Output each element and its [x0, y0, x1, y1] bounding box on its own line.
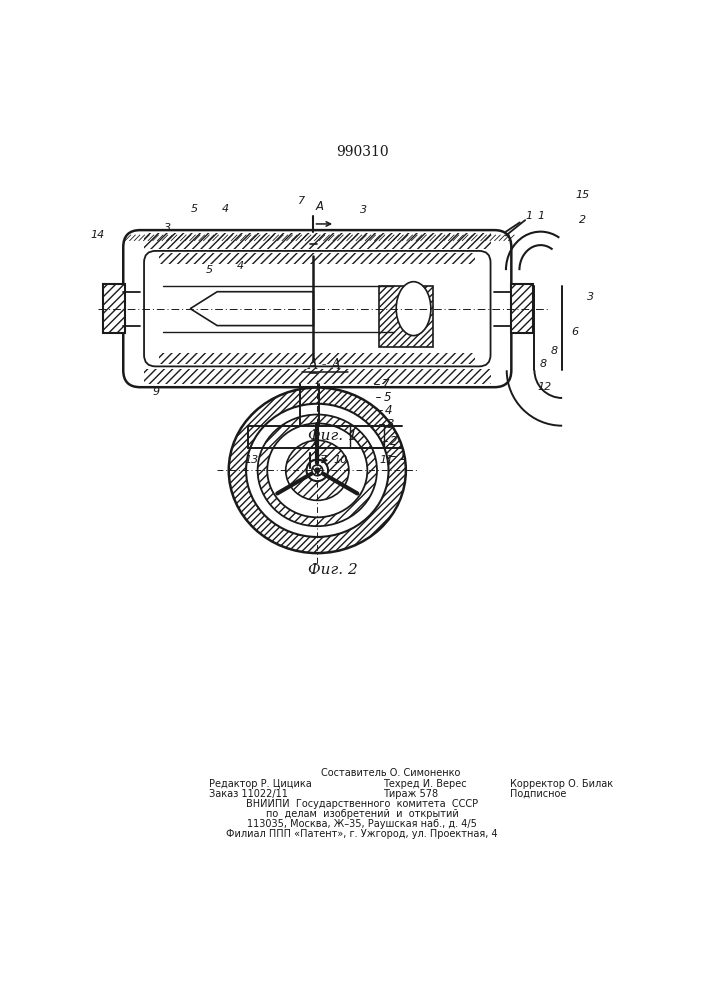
- Text: 3: 3: [360, 205, 367, 215]
- FancyBboxPatch shape: [144, 233, 491, 249]
- Text: 5: 5: [383, 391, 391, 404]
- FancyBboxPatch shape: [123, 230, 511, 387]
- Text: 7: 7: [298, 196, 305, 206]
- Text: А - А: А - А: [308, 358, 342, 372]
- Text: по  делам  изобретений  и  открытий: по делам изобретений и открытий: [266, 809, 458, 819]
- Text: 6: 6: [572, 327, 579, 337]
- Text: 4: 4: [221, 204, 228, 214]
- Text: Техред И. Верес: Техред И. Верес: [382, 779, 467, 789]
- Text: 1: 1: [398, 450, 406, 463]
- Circle shape: [315, 468, 320, 473]
- Text: 12: 12: [537, 382, 551, 392]
- Text: 13: 13: [245, 455, 259, 465]
- Text: 5: 5: [206, 265, 213, 275]
- Text: А: А: [312, 437, 320, 450]
- Text: 10: 10: [333, 455, 348, 465]
- Circle shape: [312, 465, 322, 476]
- Text: ВНИИПИ  Государственного  комитета  СССР: ВНИИПИ Государственного комитета СССР: [246, 799, 478, 809]
- Text: Заказ 11022/11: Заказ 11022/11: [209, 789, 288, 799]
- Text: Фиг. 1: Фиг. 1: [308, 429, 358, 443]
- Ellipse shape: [351, 424, 385, 450]
- FancyBboxPatch shape: [144, 369, 491, 384]
- FancyBboxPatch shape: [160, 253, 475, 264]
- Text: 14: 14: [90, 231, 105, 240]
- Text: 990310: 990310: [336, 145, 388, 159]
- Text: Фиг. 2: Фиг. 2: [308, 563, 358, 577]
- Text: 7: 7: [320, 455, 327, 465]
- Ellipse shape: [286, 440, 349, 500]
- Text: 15: 15: [575, 190, 590, 200]
- Text: Подписное: Подписное: [510, 789, 566, 799]
- Bar: [511, 284, 533, 333]
- Bar: [379, 286, 433, 347]
- Text: 4: 4: [385, 404, 392, 417]
- Ellipse shape: [396, 282, 431, 336]
- Text: Тираж 578: Тираж 578: [382, 789, 438, 799]
- Text: 11: 11: [380, 455, 394, 465]
- Text: Редактор Р. Цицика: Редактор Р. Цицика: [209, 779, 312, 789]
- Text: 1: 1: [537, 211, 544, 221]
- Text: 3: 3: [587, 292, 594, 302]
- Text: 1: 1: [525, 211, 532, 221]
- Text: А: А: [315, 200, 324, 213]
- Circle shape: [307, 460, 328, 481]
- Text: Филиал ППП «Патент», г. Ужгород, ул. Проектная, 4: Филиал ППП «Патент», г. Ужгород, ул. Про…: [226, 829, 498, 839]
- Bar: [103, 284, 125, 333]
- Ellipse shape: [267, 423, 368, 517]
- Text: 2: 2: [579, 215, 587, 225]
- FancyBboxPatch shape: [160, 353, 475, 364]
- Text: 2: 2: [390, 435, 398, 448]
- Text: Корректор О. Билак: Корректор О. Билак: [510, 779, 613, 789]
- Text: 3: 3: [163, 223, 170, 233]
- Text: 8: 8: [539, 359, 547, 369]
- Ellipse shape: [246, 404, 389, 537]
- Text: 3: 3: [387, 418, 394, 431]
- Text: 5: 5: [190, 204, 198, 214]
- Text: 8: 8: [551, 346, 558, 356]
- Ellipse shape: [257, 415, 377, 526]
- Text: 113035, Москва, Ж–35, Раушская наб., д. 4/5: 113035, Москва, Ж–35, Раушская наб., д. …: [247, 819, 477, 829]
- Polygon shape: [190, 292, 313, 326]
- Text: 9: 9: [152, 387, 159, 397]
- Ellipse shape: [229, 388, 406, 553]
- Text: 4: 4: [237, 261, 244, 271]
- FancyBboxPatch shape: [144, 251, 491, 366]
- Text: Составитель О. Симоненко: Составитель О. Симоненко: [321, 768, 460, 778]
- Text: 7: 7: [382, 378, 390, 391]
